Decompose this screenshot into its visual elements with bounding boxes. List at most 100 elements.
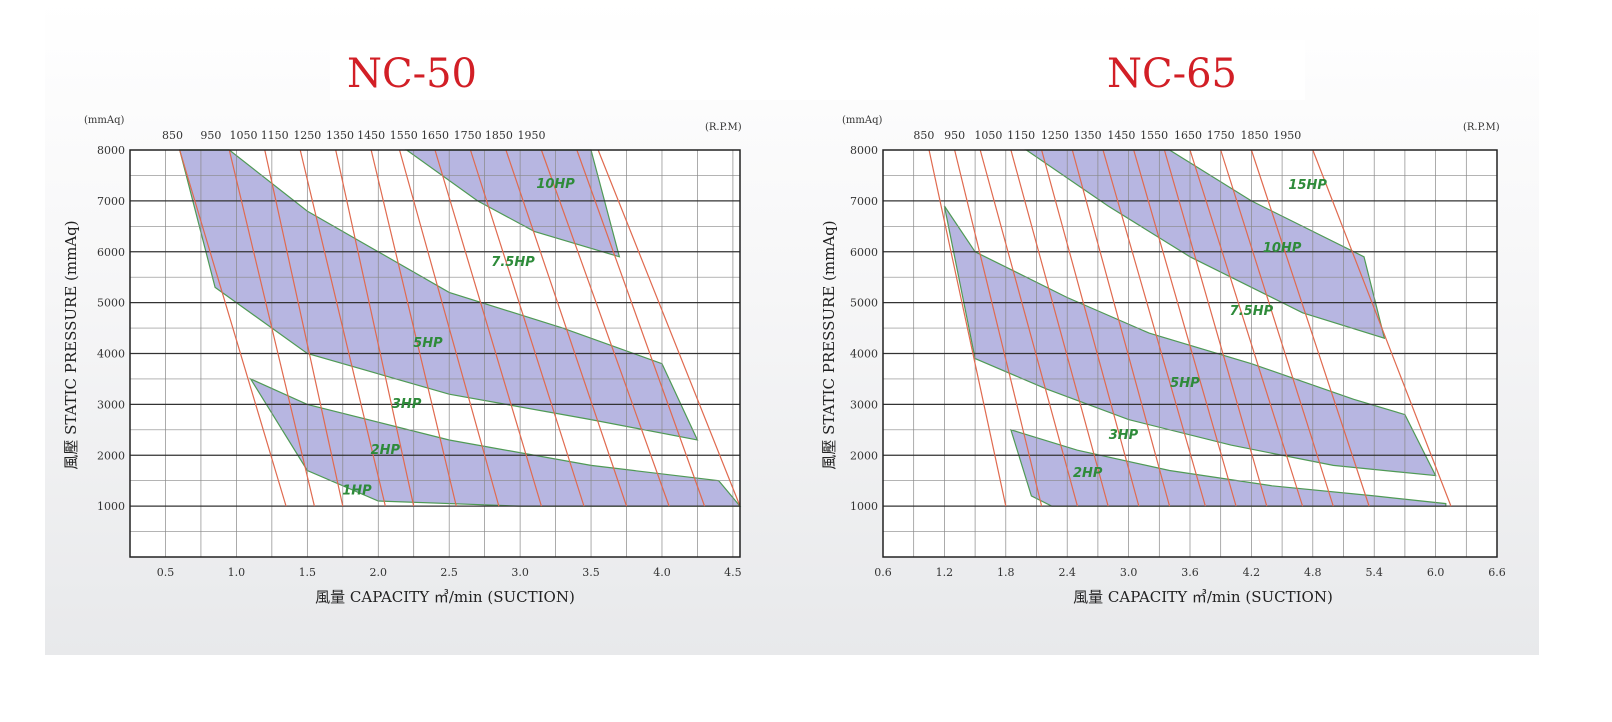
rpm-line <box>928 149 1007 507</box>
y-unit-label: (mmAq) <box>84 115 124 126</box>
rpm-line <box>469 149 585 507</box>
y-tick-label: 7000 <box>97 195 125 208</box>
x-tick-label: 4.8 <box>1304 566 1322 579</box>
y-tick-label: 7000 <box>850 195 878 208</box>
rpm-line <box>979 149 1079 507</box>
hp-label: 7.5HP <box>491 255 535 270</box>
rpm-line <box>1071 149 1171 507</box>
rpm-line <box>1133 149 1237 507</box>
x-tick-label: 2.5 <box>440 566 458 579</box>
x-axis-label: 風量 CAPACITY ㎥/min (SUCTION) <box>315 588 575 606</box>
hp-label: 5HP <box>413 336 443 351</box>
rpm-line <box>1102 149 1206 507</box>
y-tick-label: 4000 <box>97 348 125 361</box>
rpm-label: 1450 <box>357 129 385 142</box>
rpm-line <box>1041 149 1140 507</box>
hp-region-2hp <box>1009 428 1447 507</box>
y-axis-label: 風壓 STATIC PRESSURE (mmAq) <box>62 220 80 469</box>
hp-label: 7.5HP <box>1230 304 1274 319</box>
rpm-line <box>1010 149 1109 507</box>
hp-label: 3HP <box>392 397 422 412</box>
rpm-label: 1550 <box>390 129 418 142</box>
chart-nc50: 0.5 1.0 1.5 2.0 2.5 3.0 3.5 4.0 4.5 1000 2000 3000 4… <box>62 51 742 606</box>
rpm-label: 1750 <box>454 129 482 142</box>
y-tick-label: 8000 <box>97 144 125 157</box>
x-tick-label: 0.6 <box>874 566 892 579</box>
rpm-line <box>1189 149 1304 507</box>
hp-region-15hp <box>1024 149 1386 340</box>
y-tick-label: 2000 <box>97 449 125 462</box>
hp-label: 3HP <box>1109 428 1139 443</box>
rpm-label: 1150 <box>261 129 289 142</box>
rpm-label: 1450 <box>1107 129 1135 142</box>
y-tick-label: 2000 <box>850 449 878 462</box>
plot-frame <box>129 149 741 558</box>
rpm-line <box>370 149 457 507</box>
y-tick-label: 6000 <box>850 246 878 259</box>
rpm-label: 1350 <box>1074 129 1102 142</box>
x-tick-label: 5.4 <box>1365 566 1383 579</box>
rpm-label: 1650 <box>421 129 449 142</box>
rpm-label: 1050 <box>974 129 1002 142</box>
rpm-line <box>264 149 344 507</box>
rpm-label: 1650 <box>1174 129 1202 142</box>
y-tick-label: 1000 <box>850 500 878 513</box>
y-tick-label: 6000 <box>97 246 125 259</box>
hp-label: 15HP <box>1288 178 1327 193</box>
y-axis-label: 風壓 STATIC PRESSURE (mmAq) <box>820 220 838 469</box>
rpm-line <box>1163 149 1268 507</box>
y-tick-label: 3000 <box>97 398 125 411</box>
rpm-line <box>434 149 542 507</box>
rpm-label: 1750 <box>1207 129 1235 142</box>
y-unit-label: (mmAq) <box>842 115 882 126</box>
rpm-line <box>179 149 287 507</box>
x-tick-label: 1.8 <box>997 566 1015 579</box>
hp-label: 2HP <box>1073 466 1103 481</box>
x-tick-label: 0.5 <box>157 566 175 579</box>
x-tick-label: 2.0 <box>370 566 388 579</box>
x-tick-label: 1.0 <box>228 566 246 579</box>
x-tick-label: 3.0 <box>511 566 529 579</box>
rpm-unit-label: (R.P.M) <box>1463 122 1500 133</box>
x-axis-label: 風量 CAPACITY ㎥/min (SUCTION) <box>1073 588 1333 606</box>
hp-label: 10HP <box>536 177 575 192</box>
rpm-line <box>540 149 670 507</box>
x-tick-label: 1.2 <box>936 566 954 579</box>
y-tick-label: 1000 <box>97 500 125 513</box>
rpm-label: 1250 <box>1041 129 1069 142</box>
rpm-unit-label: (R.P.M) <box>705 122 742 133</box>
hp-label: 2HP <box>371 443 401 458</box>
y-tick-label: 5000 <box>97 297 125 310</box>
rpm-line <box>228 149 316 507</box>
x-tick-label: 6.6 <box>1488 566 1506 579</box>
rpm-label: 1350 <box>326 129 354 142</box>
x-tick-label: 3.0 <box>1120 566 1138 579</box>
x-tick-label: 2.4 <box>1058 566 1076 579</box>
rpm-line <box>1250 149 1370 507</box>
title-strip <box>330 40 1305 100</box>
hp-label: 1HP <box>342 483 372 498</box>
rpm-label: 850 <box>162 129 183 142</box>
chart-title: NC-65 <box>1107 51 1237 97</box>
hp-label: 5HP <box>1170 376 1200 391</box>
y-tick-label: 4000 <box>850 348 878 361</box>
y-tick-label: 5000 <box>850 297 878 310</box>
rpm-line <box>954 149 1043 507</box>
rpm-label: 950 <box>944 129 965 142</box>
x-tick-label: 4.0 <box>653 566 671 579</box>
y-tick-label: 3000 <box>850 398 878 411</box>
rpm-line <box>398 149 500 507</box>
rpm-label: 1150 <box>1007 129 1035 142</box>
chart-title: NC-50 <box>347 51 477 97</box>
x-tick-label: 6.0 <box>1427 566 1445 579</box>
rpm-label: 1550 <box>1140 129 1168 142</box>
rpm-label: 1950 <box>517 129 545 142</box>
rpm-line <box>299 149 386 507</box>
rpm-label: 1950 <box>1273 129 1301 142</box>
x-tick-label: 4.2 <box>1243 566 1261 579</box>
rpm-line <box>335 149 415 507</box>
rpm-line <box>1220 149 1334 507</box>
rpm-label: 1850 <box>1240 129 1268 142</box>
rpm-line <box>597 149 741 507</box>
